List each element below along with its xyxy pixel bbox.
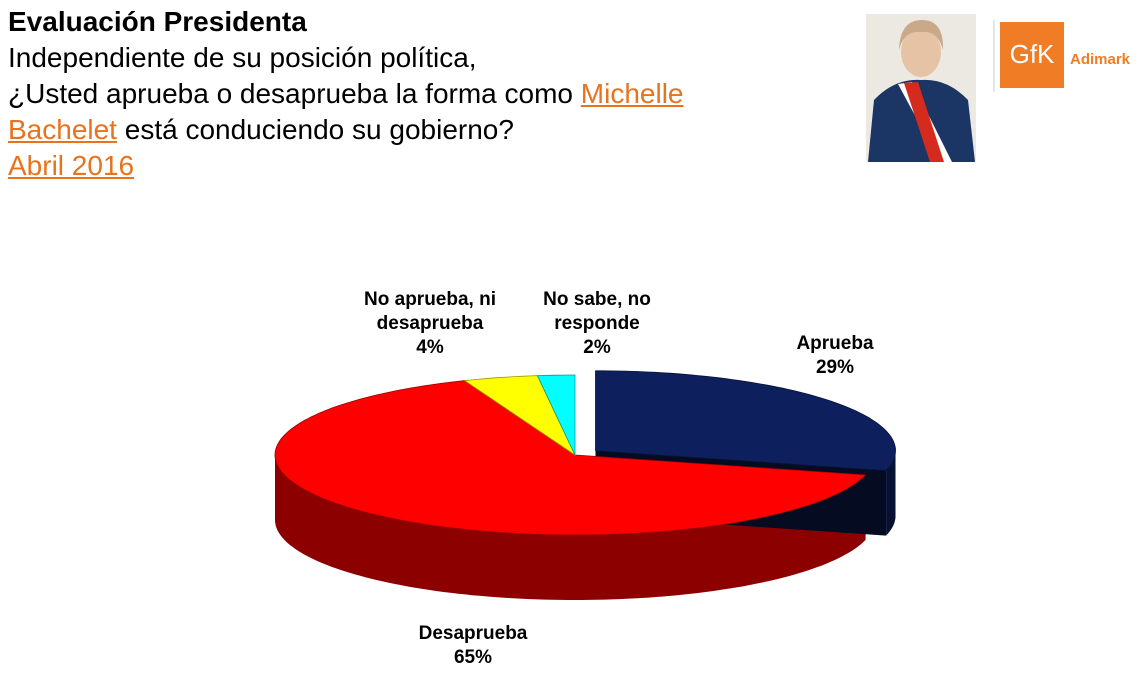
value-label: 65% xyxy=(453,647,493,668)
category-label: Aprueba xyxy=(796,333,874,354)
photo-sash xyxy=(904,82,944,162)
value-label: 29% xyxy=(815,357,855,378)
category-label: Desaprueba xyxy=(418,623,528,644)
slice xyxy=(595,370,896,472)
subtitle: Independiente de su posición política, xyxy=(8,42,477,73)
date-link[interactable]: Abril 2016 xyxy=(8,150,135,181)
name-link[interactable]: Michelle xyxy=(580,78,684,109)
photo-hair xyxy=(899,20,944,50)
value-label: 2% xyxy=(583,337,611,358)
logo-brand: GfK xyxy=(1010,39,1055,69)
slice xyxy=(463,375,576,457)
slice-side xyxy=(275,455,866,600)
header: Evaluación Presidenta Independiente de s… xyxy=(8,4,683,184)
category-label: No aprueba, ni desaprueba xyxy=(364,289,496,334)
slice-label: Aprueba 29% xyxy=(765,332,905,380)
slice-label: Desaprueba 65% xyxy=(393,622,553,670)
logo-box xyxy=(1000,22,1064,88)
slice-side xyxy=(886,450,896,536)
question: ¿Usted aprueba o desaprueba la forma com… xyxy=(8,78,573,109)
category-label: No sabe, no responde xyxy=(543,289,651,334)
slice-label: No sabe, no responde 2% xyxy=(527,288,667,360)
slice-label: No aprueba, ni desaprueba 4% xyxy=(345,288,515,360)
slice xyxy=(274,380,867,536)
name-link[interactable]: Bachelet xyxy=(8,114,117,145)
portrait xyxy=(866,14,976,162)
value-label: 4% xyxy=(416,337,444,358)
title: Evaluación Presidenta xyxy=(8,6,307,37)
question: está conduciendo su gobierno? xyxy=(124,114,514,145)
photo-face xyxy=(901,27,941,77)
logo-name: Adimark xyxy=(1070,51,1131,68)
question-line: ¿Usted aprueba o desaprueba la forma com… xyxy=(8,76,683,112)
question-line: Bachelet está conduciendo su gobierno? xyxy=(8,112,683,148)
slice xyxy=(536,374,576,456)
